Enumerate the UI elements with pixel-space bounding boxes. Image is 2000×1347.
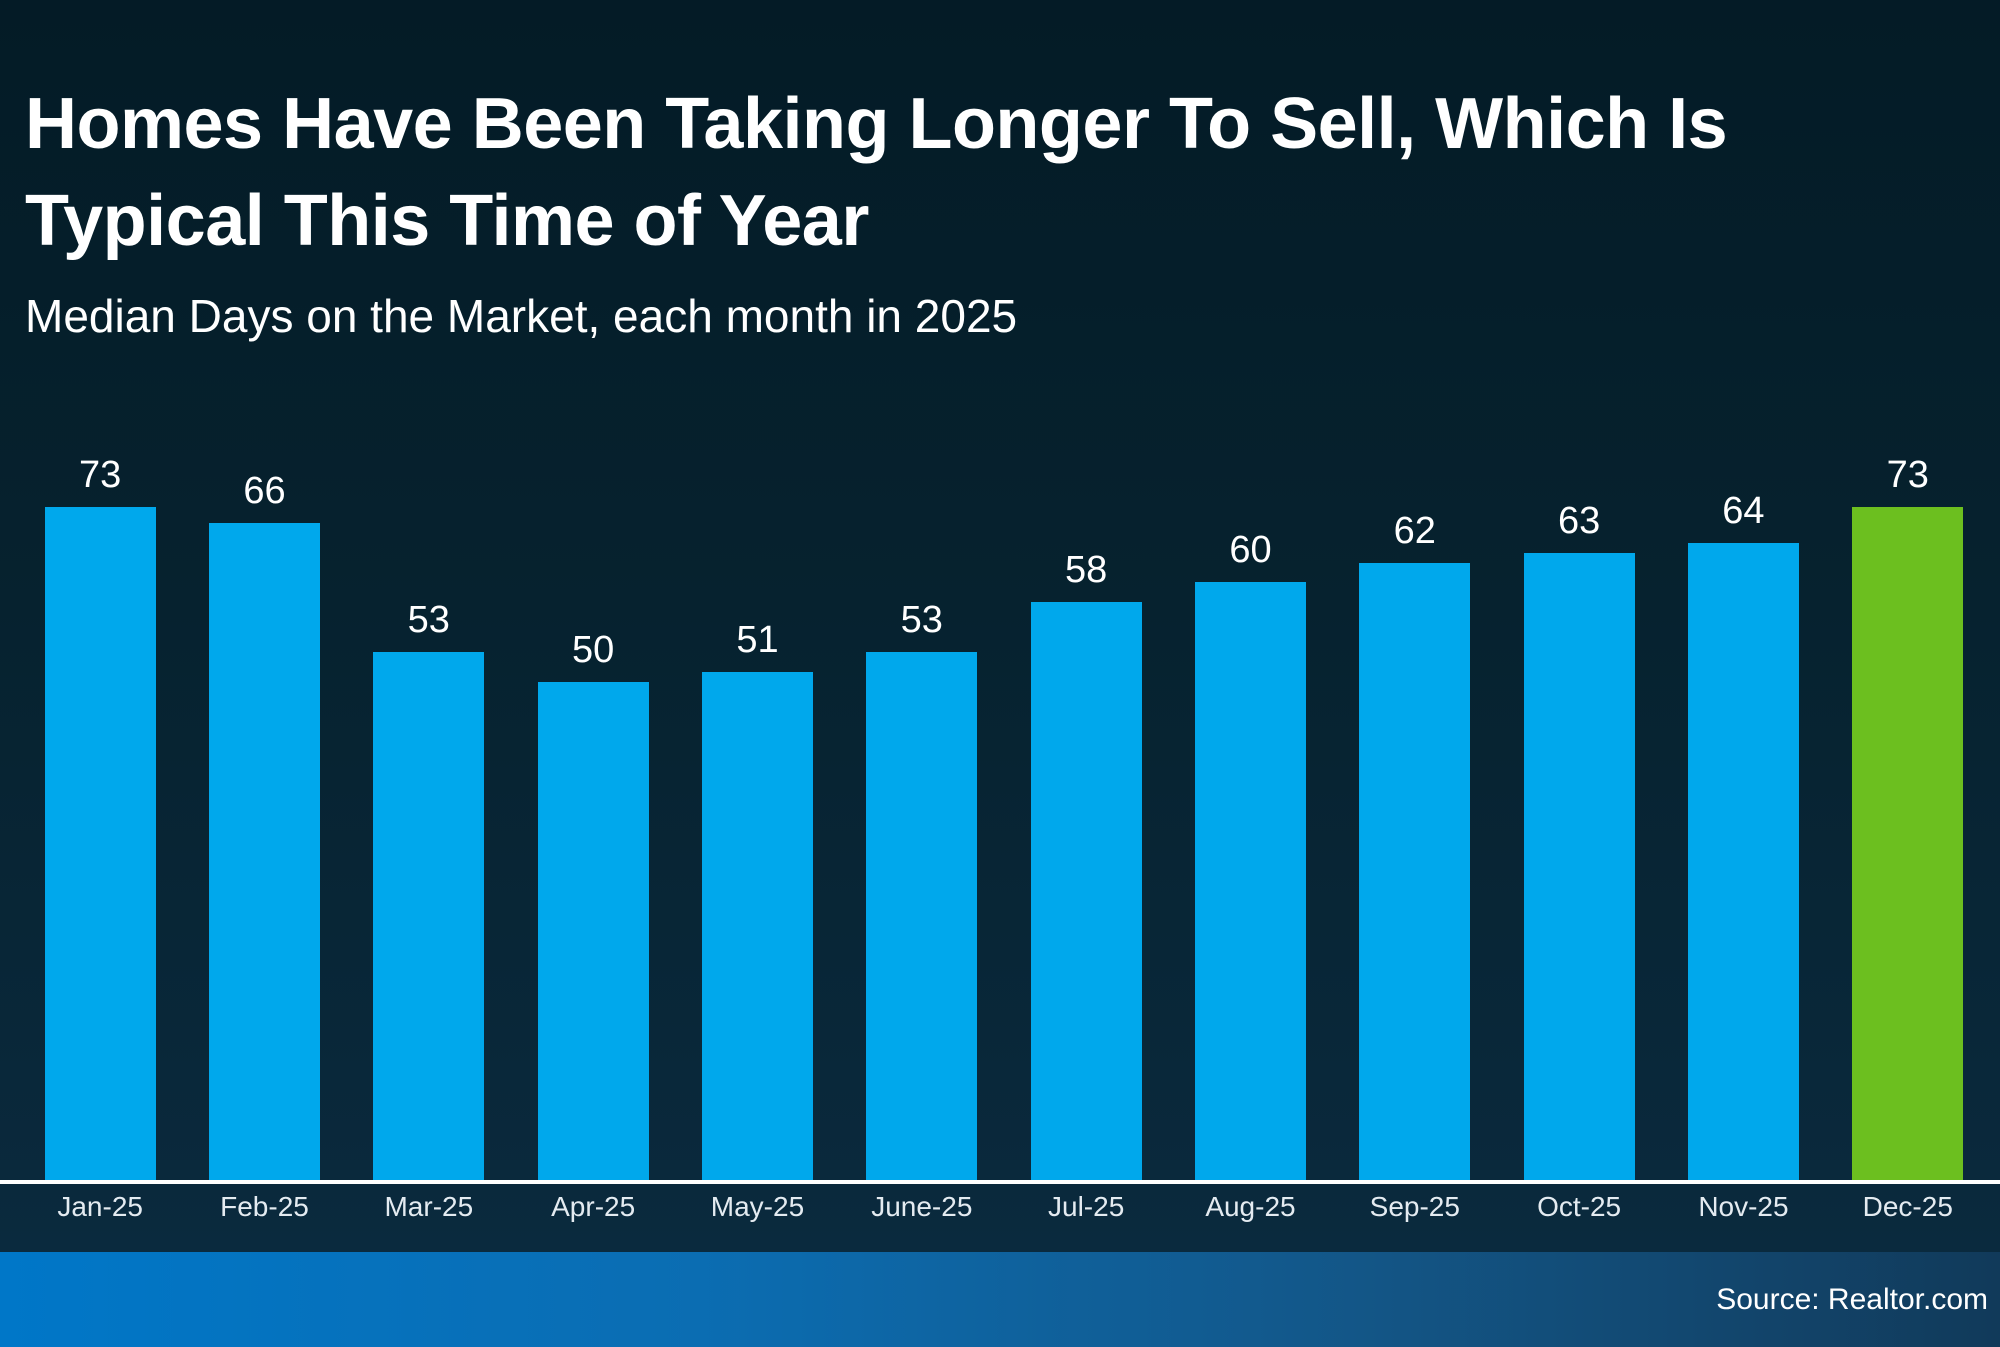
bar-value-label: 50	[572, 629, 615, 671]
source-credit: Source: Realtor.com	[1716, 1282, 1988, 1316]
bar-slot: 64	[1661, 453, 1825, 1180]
bar	[1359, 563, 1471, 1180]
bar-value-label: 58	[1064, 549, 1108, 591]
bar-slot: 73	[1826, 453, 1990, 1180]
x-axis-label: Oct-25	[1537, 1191, 1622, 1222]
bar-value-label: 51	[736, 619, 779, 661]
bar-slot: 53	[347, 453, 511, 1180]
chart-subtitle: Median Days on the Market, each month in…	[25, 290, 1018, 342]
bar-highlighted	[1852, 507, 1964, 1180]
x-axis-line	[0, 1180, 2000, 1184]
footer-bar: Source: Realtor.com	[0, 1252, 2000, 1347]
bar-slot: 53	[840, 453, 1004, 1180]
bar	[537, 682, 649, 1180]
x-axis-label: June-25	[871, 1191, 973, 1222]
bar	[1687, 543, 1799, 1180]
bar-value-label: 63	[1557, 500, 1601, 542]
bar	[373, 652, 485, 1180]
bar	[1194, 582, 1306, 1180]
page-title: Homes Have Been Taking Longer To Sell, W…	[25, 76, 1980, 270]
bar-slot: 66	[182, 453, 346, 1180]
bar-value-label: 66	[243, 470, 286, 512]
bar-chart: 73 66 53 50 51 53 58 60 62 63 64 73	[18, 453, 1990, 1180]
x-axis-label: Apr-25	[551, 1191, 636, 1222]
bar-value-label: 60	[1229, 529, 1272, 571]
chart-header: Homes Have Been Taking Longer To Sell, W…	[25, 76, 1980, 344]
bar-value-label: 73	[1886, 454, 1929, 496]
bar	[866, 652, 978, 1180]
x-axis-label: Jan-25	[57, 1191, 143, 1222]
page-title-line-1: Homes Have Been Taking Longer To Sell, W…	[25, 84, 1728, 164]
bar-slot: 63	[1497, 453, 1661, 1180]
bar	[1523, 553, 1635, 1180]
bar-value-label: 64	[1722, 490, 1765, 532]
bar-slot: 50	[511, 453, 675, 1180]
bar-slot: 73	[18, 453, 182, 1180]
bar	[208, 523, 320, 1180]
x-axis-label: Sep-25	[1369, 1191, 1460, 1222]
bar-slot: 60	[1168, 453, 1332, 1180]
x-axis-label: Feb-25	[220, 1191, 309, 1222]
bar-slot: 58	[1004, 453, 1168, 1180]
bar	[44, 507, 156, 1180]
bar	[1030, 602, 1142, 1180]
bar	[701, 672, 813, 1180]
x-axis-label: Dec-25	[1862, 1191, 1953, 1222]
x-axis-label: Jul-25	[1048, 1191, 1125, 1222]
bar-value-label: 53	[900, 599, 943, 641]
x-axis-labels: Jan-25 Feb-25 Mar-25 Apr-25 May-25 June-25 Jul…	[18, 1190, 1990, 1224]
x-axis-label: Nov-25	[1698, 1191, 1789, 1222]
x-axis-label: Mar-25	[384, 1191, 474, 1222]
bar-value-label: 53	[407, 599, 450, 641]
x-axis-label: May-25	[710, 1191, 805, 1222]
x-axis-label: Aug-25	[1205, 1191, 1296, 1222]
bar-slot: 51	[675, 453, 839, 1180]
bar-value-label: 73	[79, 454, 122, 496]
page-title-line-2: Typical This Time of Year	[25, 181, 869, 261]
bar-slot: 62	[1333, 453, 1497, 1180]
bar-value-label: 62	[1393, 510, 1436, 552]
